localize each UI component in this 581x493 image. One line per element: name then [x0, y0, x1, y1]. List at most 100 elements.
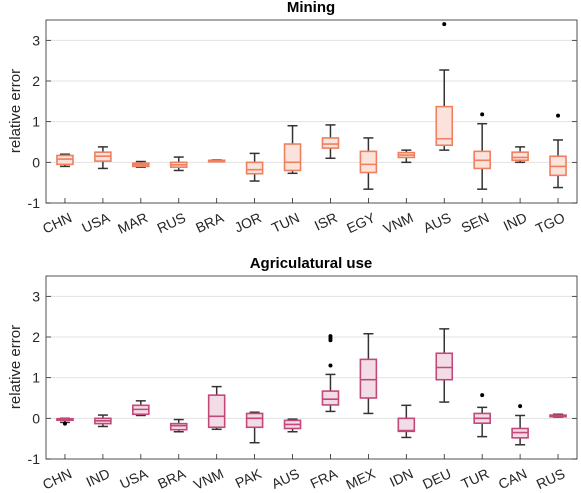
- agricultural-use-title: Agriculatural use: [250, 255, 373, 272]
- mining-panel: -1 0 1 2 3 CHN USA MAR RUS BRA JOR TUN ISR EGY VNM AUS…: [7, 0, 578, 237]
- agricultural-use-box-aus: [283, 418, 302, 433]
- y-tick-label: -1: [28, 195, 41, 211]
- y-tick-label: 0: [32, 154, 40, 170]
- y-tick-label: 3: [32, 288, 40, 304]
- agricultural-use-y-ticks: -1 0 1 2 3: [28, 288, 577, 467]
- agricultural-use-plot-area: [45, 275, 578, 460]
- box-iqr: [435, 105, 454, 147]
- x-tick-label: USA: [117, 465, 150, 492]
- mining-box-tgo: [549, 113, 567, 189]
- agricultural-use-box-deu: [435, 328, 454, 403]
- x-tick-label: USA: [79, 209, 112, 236]
- x-tick-label: BRA: [155, 465, 188, 492]
- x-tick-label: MEX: [343, 465, 378, 493]
- box-iqr: [397, 417, 416, 433]
- x-tick-label: BRA: [193, 209, 226, 236]
- box-iqr: [283, 143, 302, 172]
- x-tick-label: AUS: [269, 465, 302, 492]
- agricultural-use-box-fra: [321, 334, 340, 413]
- agricultural-use-box-usa: [132, 400, 150, 417]
- x-tick-label: RUS: [534, 465, 568, 492]
- y-tick-label: -1: [28, 451, 41, 467]
- agricultural-use-box-pak: [245, 411, 264, 444]
- mining-box-isr: [321, 124, 340, 160]
- outlier-point: [328, 334, 333, 339]
- y-tick-label: 2: [32, 73, 40, 89]
- mining-plot-area: [45, 19, 578, 204]
- mining-box-mar: [132, 160, 150, 168]
- agricultural-use-x-ticks: CHN IND USA BRA VNM PAK AUS FRA MEX IDN DEU TUR CAN R…: [40, 454, 567, 493]
- mining-y-axis-label: relative error: [7, 69, 24, 153]
- mining-box-tun: [283, 124, 302, 175]
- y-tick-label: 3: [32, 32, 40, 48]
- x-tick-label: CAN: [496, 465, 530, 492]
- mining-boxes: [56, 22, 567, 190]
- box-iqr: [321, 390, 340, 406]
- x-tick-label: TGO: [533, 209, 567, 236]
- box-iqr: [56, 154, 74, 166]
- box-iqr: [511, 151, 529, 162]
- x-tick-label: SEN: [459, 209, 492, 236]
- box-iqr: [245, 412, 264, 429]
- x-tick-label: DEU: [420, 465, 454, 492]
- mining-box-chn: [56, 153, 74, 168]
- mining-box-vnm: [397, 149, 416, 164]
- box-iqr: [435, 352, 454, 381]
- x-tick-label: VNM: [191, 465, 226, 493]
- x-tick-label: CHN: [40, 465, 74, 492]
- agricultural-use-box-rus: [549, 413, 567, 418]
- mining-x-ticks: CHN USA MAR RUS BRA JOR TUN ISR EGY VNM AUS SEN IND T…: [40, 198, 567, 237]
- x-tick-label: TUR: [459, 465, 492, 492]
- x-tick-label: JOR: [232, 209, 264, 235]
- x-tick-label: RUS: [154, 209, 188, 236]
- x-tick-label: FRA: [308, 465, 341, 492]
- mining-box-egy: [359, 137, 378, 190]
- x-tick-label: EGY: [344, 209, 378, 236]
- outlier-point: [518, 404, 523, 409]
- y-tick-label: 1: [32, 114, 40, 130]
- agricultural-use-box-idn: [397, 404, 416, 439]
- x-tick-label: IND: [84, 465, 113, 490]
- x-tick-label: ISR: [312, 209, 340, 233]
- outlier-point: [62, 421, 67, 426]
- outlier-point: [556, 113, 561, 118]
- y-tick-label: 2: [32, 329, 40, 345]
- agricultural-use-box-bra: [169, 418, 188, 433]
- y-tick-label: 1: [32, 370, 40, 386]
- box-iqr: [359, 150, 378, 174]
- y-tick-label: 0: [32, 410, 40, 426]
- mining-box-usa: [94, 146, 112, 170]
- box-iqr: [207, 394, 226, 429]
- x-tick-label: AUS: [421, 209, 454, 236]
- box-iqr: [321, 137, 340, 149]
- outlier-point: [480, 393, 485, 398]
- outlier-point: [480, 112, 485, 117]
- x-tick-label: VNM: [381, 209, 416, 237]
- agricultural-use-box-ind: [94, 414, 112, 428]
- agricultural-use-y-axis-label: relative error: [7, 325, 24, 409]
- mining-box-jor: [245, 152, 264, 182]
- agricultural-use-boxes: [56, 328, 567, 446]
- mining-box-sen: [473, 112, 491, 190]
- mining-y-ticks: -1 0 1 2 3: [28, 32, 577, 211]
- x-tick-label: CHN: [40, 209, 74, 236]
- agricultural-use-box-mex: [359, 332, 378, 415]
- agricultural-use-panel: -1 0 1 2 3 CHN IND USA BRA VNM PAK AUS FRA MEX IDN DEU…: [7, 255, 578, 493]
- outlier-point: [328, 363, 333, 368]
- outlier-point: [442, 22, 447, 27]
- mining-box-rus: [169, 156, 188, 172]
- agricultural-use-box-can: [511, 404, 529, 446]
- x-tick-label: TUN: [269, 209, 302, 236]
- mining-title: Mining: [287, 0, 335, 16]
- x-tick-label: IDN: [387, 465, 416, 490]
- box-iqr: [169, 422, 188, 431]
- x-tick-label: MAR: [115, 209, 150, 237]
- x-tick-label: PAK: [233, 465, 265, 491]
- agricultural-use-box-chn: [56, 417, 74, 426]
- mining-box-bra: [207, 159, 226, 163]
- x-tick-label: IND: [501, 209, 530, 234]
- box-iqr: [359, 358, 378, 399]
- agricultural-use-box-vnm: [207, 385, 226, 431]
- box-iqr: [245, 161, 264, 175]
